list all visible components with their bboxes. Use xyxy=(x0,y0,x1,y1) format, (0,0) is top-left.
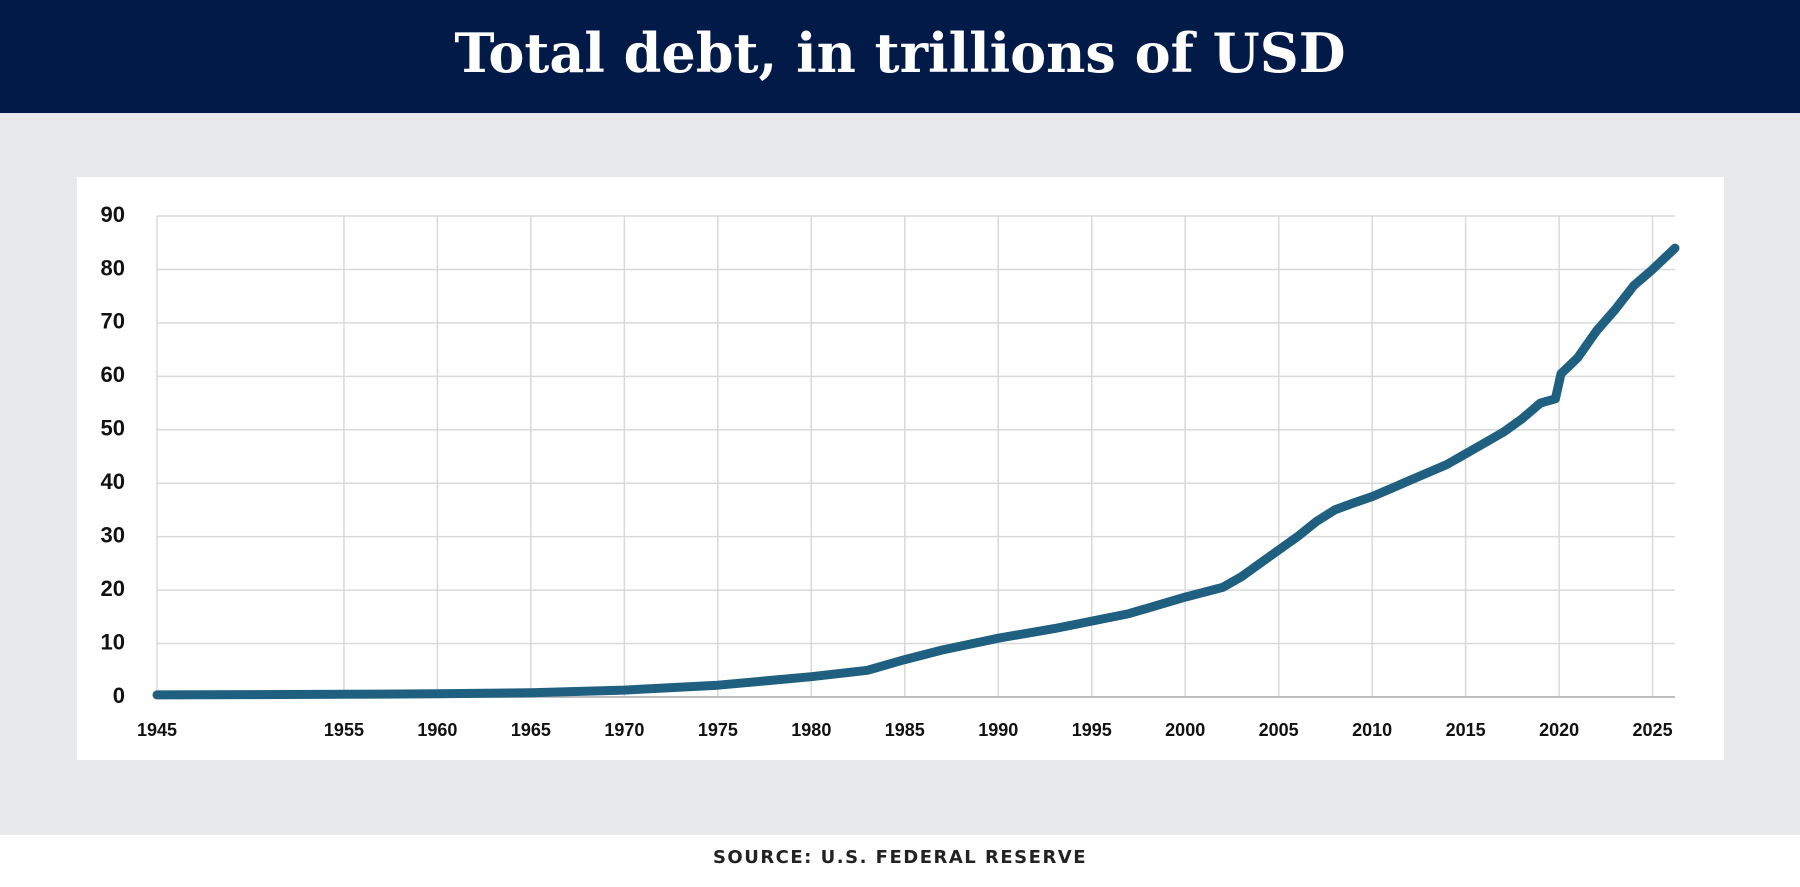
x-tick-label: 2025 xyxy=(1633,720,1673,740)
x-tick-label: 1980 xyxy=(791,720,831,740)
x-tick-label: 1975 xyxy=(698,720,738,740)
x-tick-label: 2010 xyxy=(1352,720,1392,740)
y-tick-label: 70 xyxy=(101,309,125,334)
x-tick-label: 2015 xyxy=(1446,720,1486,740)
y-tick-label: 50 xyxy=(101,416,125,441)
x-tick-label: 1945 xyxy=(137,720,177,740)
x-tick-label: 1960 xyxy=(417,720,457,740)
x-tick-label: 1955 xyxy=(324,720,364,740)
header-bar xyxy=(0,0,1800,113)
x-tick-label: 1965 xyxy=(511,720,551,740)
y-tick-label: 20 xyxy=(101,576,125,601)
x-tick-label: 1990 xyxy=(978,720,1018,740)
x-tick-label: 1970 xyxy=(604,720,644,740)
y-tick-label: 10 xyxy=(101,629,125,654)
chart-title: Total debt, in trillions of USD xyxy=(454,21,1345,85)
x-tick-label: 1985 xyxy=(885,720,925,740)
y-tick-label: 30 xyxy=(101,522,125,547)
x-tick-label: 1995 xyxy=(1072,720,1112,740)
x-tick-label: 2000 xyxy=(1165,720,1205,740)
x-tick-label: 2005 xyxy=(1259,720,1299,740)
plot-area: 0 10 20 30 40 50 60 70 80 90 1945 1955 1960 1965 1970 1… xyxy=(101,202,1680,740)
data-line xyxy=(152,243,1680,700)
y-tick-label: 80 xyxy=(101,255,125,280)
source-note: SOURCE: U.S. FEDERAL RESERVE xyxy=(713,847,1087,868)
y-tick-label: 0 xyxy=(113,683,125,708)
y-tick-label: 40 xyxy=(101,469,125,494)
y-tick-label: 60 xyxy=(101,362,125,387)
y-tick-label: 90 xyxy=(101,202,125,227)
x-tick-label: 2020 xyxy=(1539,720,1579,740)
chart-card xyxy=(77,177,1724,760)
